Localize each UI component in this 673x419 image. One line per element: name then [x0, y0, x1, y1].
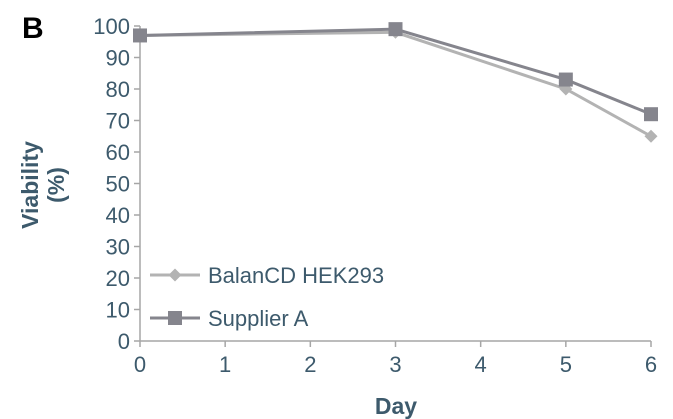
panel-label: B	[22, 12, 44, 45]
y-tick-label: 10	[106, 298, 130, 323]
y-tick-label: 80	[106, 77, 130, 102]
legend-item-2: Supplier A	[150, 306, 309, 331]
series-2	[133, 22, 658, 122]
y-tick-label: 30	[106, 235, 130, 260]
y-tick-label: 60	[106, 140, 130, 165]
y-tick-label: 20	[106, 266, 130, 291]
y-tick-label: 40	[106, 203, 130, 228]
x-tick-label: 5	[560, 352, 572, 377]
y-tick-label: 50	[106, 172, 130, 197]
x-axis-title: Day	[375, 393, 417, 419]
data-series	[133, 22, 658, 143]
data-point	[133, 28, 147, 43]
data-point	[644, 129, 658, 143]
legend-marker	[168, 311, 182, 325]
data-point	[644, 107, 658, 122]
x-tick-label: 6	[645, 352, 657, 377]
x-tick-label: 1	[219, 352, 231, 377]
series-line	[139, 30, 652, 138]
y-tick-label: 100	[93, 14, 130, 39]
legend: BalanCD HEK293 Supplier A	[150, 263, 384, 331]
axes	[139, 26, 651, 342]
series-line	[139, 27, 652, 116]
x-tick-label: 4	[475, 352, 487, 377]
x-tick-label: 0	[134, 352, 146, 377]
x-tick-labels: 0 1 2 3 4 5 6	[134, 341, 657, 377]
y-axis-title-line1: Viability	[17, 141, 43, 229]
data-point	[558, 72, 573, 87]
y-tick-label: 90	[106, 46, 130, 71]
legend-marker	[168, 268, 182, 282]
x-tick-label: 3	[389, 352, 401, 377]
y-tick-labels: 0 10 20 30 40 50 60 70 80 90 100	[93, 14, 140, 354]
x-tick-label: 2	[304, 352, 316, 377]
legend-label: BalanCD HEK293	[208, 263, 384, 288]
legend-item-1: BalanCD HEK293	[150, 263, 384, 288]
legend-label: Supplier A	[208, 306, 309, 331]
y-tick-label: 0	[118, 329, 130, 354]
y-tick-label: 70	[106, 109, 130, 134]
data-point	[388, 22, 403, 37]
y-axis-title-line2: (%)	[43, 167, 69, 203]
